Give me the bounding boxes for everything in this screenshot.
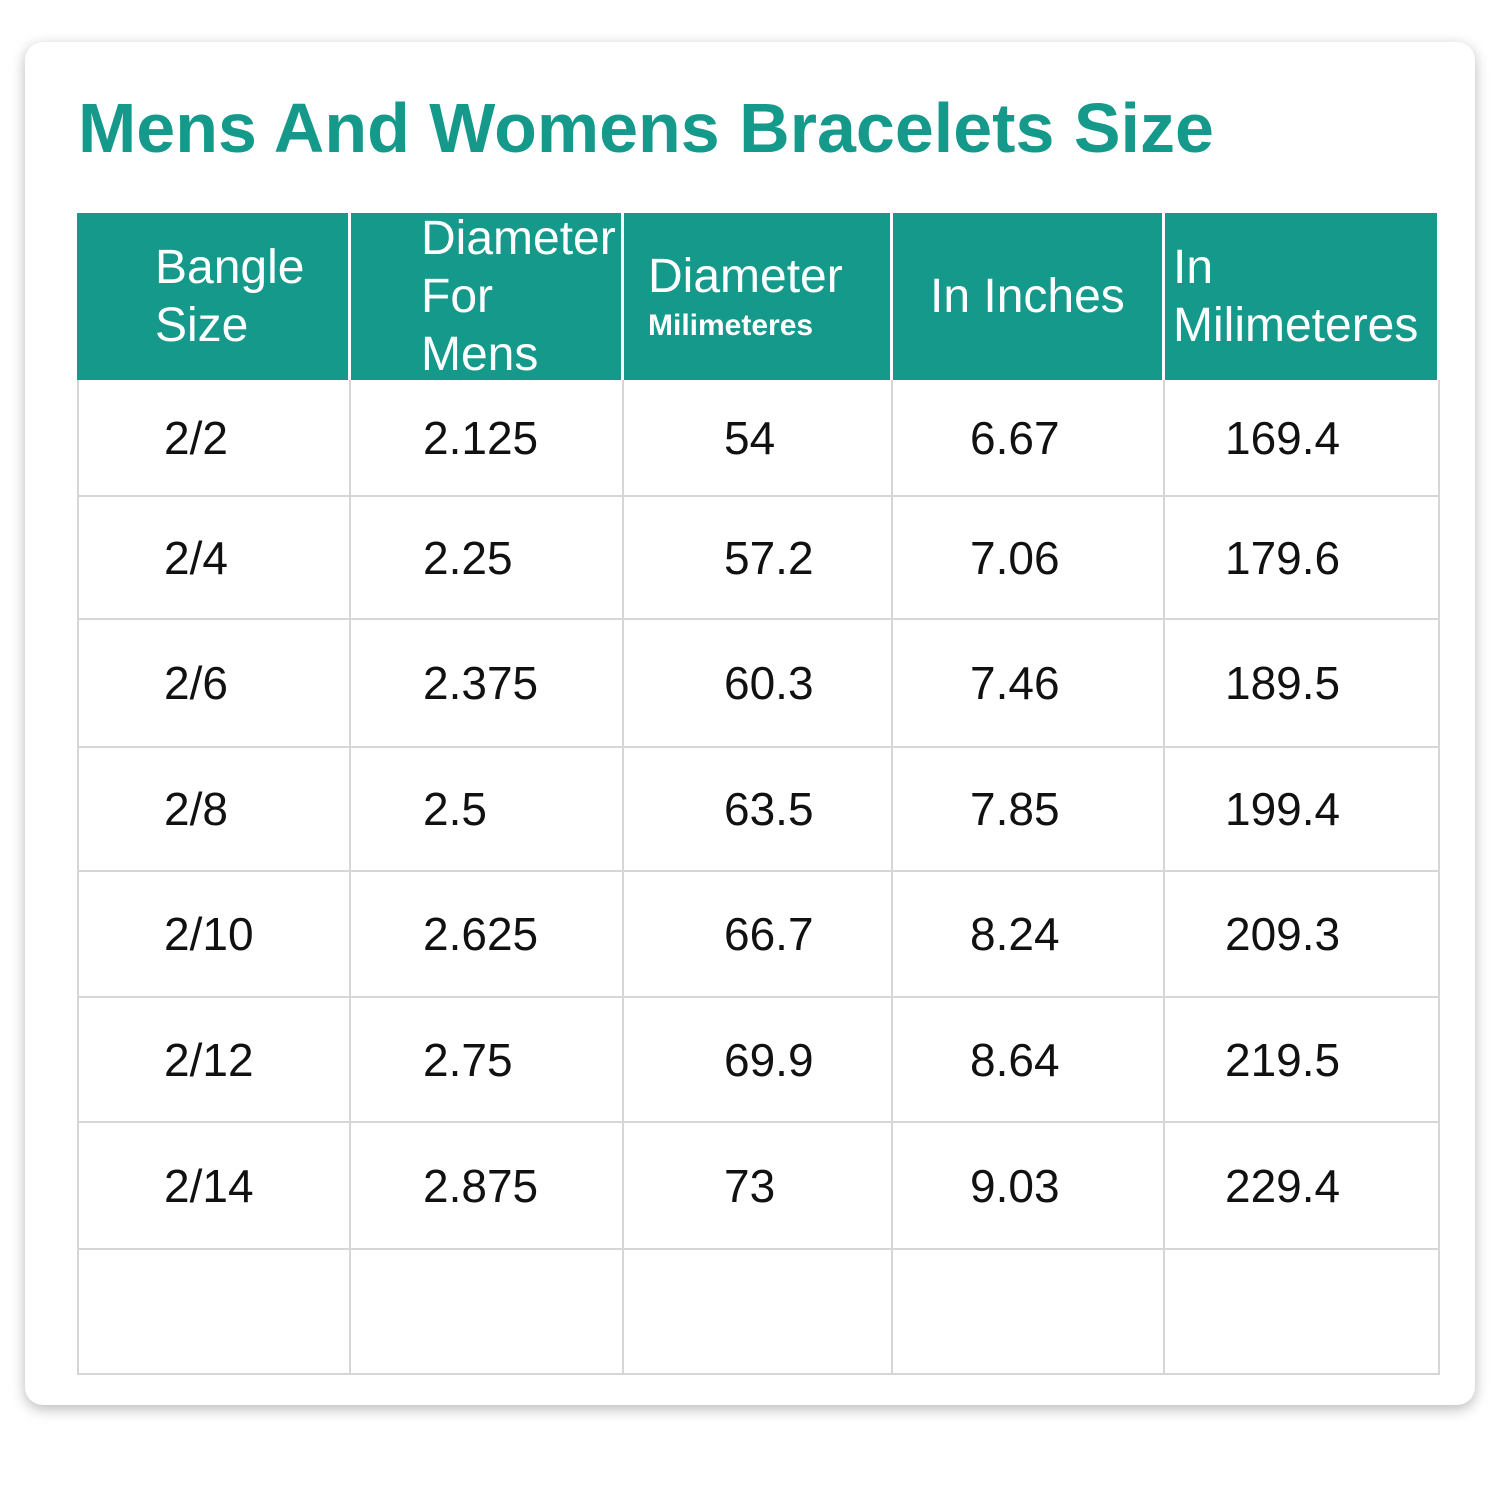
title: Mens And Womens Bracelets Size xyxy=(78,89,1214,167)
cell-text: 2/8 xyxy=(164,783,228,835)
header-text: Diameter xyxy=(648,249,843,303)
cell-text: 8.64 xyxy=(970,1033,1060,1086)
table-cell: 73 xyxy=(624,1123,893,1250)
table-cell: 2/12 xyxy=(77,998,351,1123)
table-cell: 2.625 xyxy=(351,872,624,998)
cell-text: 169.4 xyxy=(1225,411,1341,464)
table-cell: 8.64 xyxy=(893,998,1165,1123)
cell-text: 2/12 xyxy=(164,1033,254,1086)
table-cell: 2/2 xyxy=(77,380,351,497)
header-cell: Bangle Size xyxy=(77,213,348,380)
table-cell xyxy=(893,1250,1165,1375)
cell-text: 6.67 xyxy=(970,411,1060,464)
cell-text: 2.375 xyxy=(423,657,539,709)
table-cell: 2.75 xyxy=(351,998,624,1123)
table-cell xyxy=(624,1250,893,1375)
table-cell: 2.125 xyxy=(351,380,624,497)
header-cell: Diameter Milimeteres xyxy=(624,213,890,380)
header-cell: In Inches xyxy=(893,213,1162,380)
cell-text: 2/6 xyxy=(164,657,228,709)
table-cell: 209.3 xyxy=(1165,872,1440,998)
header-text: Milimeteres xyxy=(1173,298,1419,352)
header-text: In xyxy=(1173,240,1214,294)
table-cell: 2/8 xyxy=(77,748,351,872)
table-cell: 2.25 xyxy=(351,497,624,620)
cell-text: 60.3 xyxy=(724,657,814,709)
cell-text: 209.3 xyxy=(1225,908,1341,960)
table-cell: 229.4 xyxy=(1165,1123,1440,1250)
table-cell: 60.3 xyxy=(624,620,893,748)
table: Bangle Size Diameter For Mens Diameter Milime… xyxy=(77,211,1440,1375)
cell-text: 2/4 xyxy=(164,531,228,584)
header-text: Bangle xyxy=(155,240,305,294)
cell-text: 73 xyxy=(724,1159,776,1212)
cell-text: 2.875 xyxy=(423,1159,539,1212)
table-cell: 169.4 xyxy=(1165,380,1440,497)
table-cell: 2.5 xyxy=(351,748,624,872)
header-cell: Diameter For Mens xyxy=(351,211,621,381)
cell-text: 7.85 xyxy=(970,783,1060,835)
table-cell: 57.2 xyxy=(624,497,893,620)
cell-text: 229.4 xyxy=(1225,1159,1341,1212)
table-cell: 2/14 xyxy=(77,1123,351,1250)
cell-text: 2.625 xyxy=(423,908,539,960)
cell-text: 2/2 xyxy=(164,411,228,464)
cell-text: 8.24 xyxy=(970,908,1060,960)
table-cell: 8.24 xyxy=(893,872,1165,998)
table-cell: 66.7 xyxy=(624,872,893,998)
table-cell: 63.5 xyxy=(624,748,893,872)
table-cell: 6.67 xyxy=(893,380,1165,497)
table-cell: 9.03 xyxy=(893,1123,1165,1250)
cell-text: 219.5 xyxy=(1225,1033,1341,1086)
cell-text: 2.5 xyxy=(423,783,487,835)
table-cell: 179.6 xyxy=(1165,497,1440,620)
cell-text: 2/14 xyxy=(164,1159,254,1212)
table-cell: 2.375 xyxy=(351,620,624,748)
cell-text: 2.75 xyxy=(423,1033,513,1086)
header-text: In Inches xyxy=(930,269,1125,323)
cell-text: 66.7 xyxy=(724,908,814,960)
cell-text: 189.5 xyxy=(1225,657,1341,709)
table-cell: 54 xyxy=(624,380,893,497)
table-cell: 199.4 xyxy=(1165,748,1440,872)
header-text: Milimeteres xyxy=(648,308,814,342)
cell-text: 69.9 xyxy=(724,1033,814,1086)
table-cell xyxy=(1165,1250,1440,1375)
cell-text: 179.6 xyxy=(1225,531,1341,584)
table-cell: 2/6 xyxy=(77,620,351,748)
cell-text: 57.2 xyxy=(724,531,814,584)
cell-text: 9.03 xyxy=(970,1159,1060,1212)
table-cell: 2/4 xyxy=(77,497,351,620)
table-cell: 7.85 xyxy=(893,748,1165,872)
table-cell: 2.875 xyxy=(351,1123,624,1250)
table-cell xyxy=(351,1250,624,1375)
table-cell: 69.9 xyxy=(624,998,893,1123)
header-cell: In Milimeteres xyxy=(1165,213,1437,380)
header-text: For Mens xyxy=(421,269,539,381)
cell-text: 7.06 xyxy=(970,531,1060,584)
cell-text: 54 xyxy=(724,411,776,464)
table-cell: 7.06 xyxy=(893,497,1165,620)
header-text: Diameter xyxy=(421,211,616,265)
cell-text: 2/10 xyxy=(164,908,254,960)
table-cell: 189.5 xyxy=(1165,620,1440,748)
table-cell: 219.5 xyxy=(1165,998,1440,1123)
cell-text: 2.125 xyxy=(423,411,539,464)
cell-text: 199.4 xyxy=(1225,783,1341,835)
table-cell xyxy=(77,1250,351,1375)
cell-text: 2.25 xyxy=(423,531,513,584)
table-cell: 7.46 xyxy=(893,620,1165,748)
header-text: Size xyxy=(155,298,249,352)
cell-text: 63.5 xyxy=(724,783,814,835)
cell-text: 7.46 xyxy=(970,657,1060,709)
table-cell: 2/10 xyxy=(77,872,351,998)
